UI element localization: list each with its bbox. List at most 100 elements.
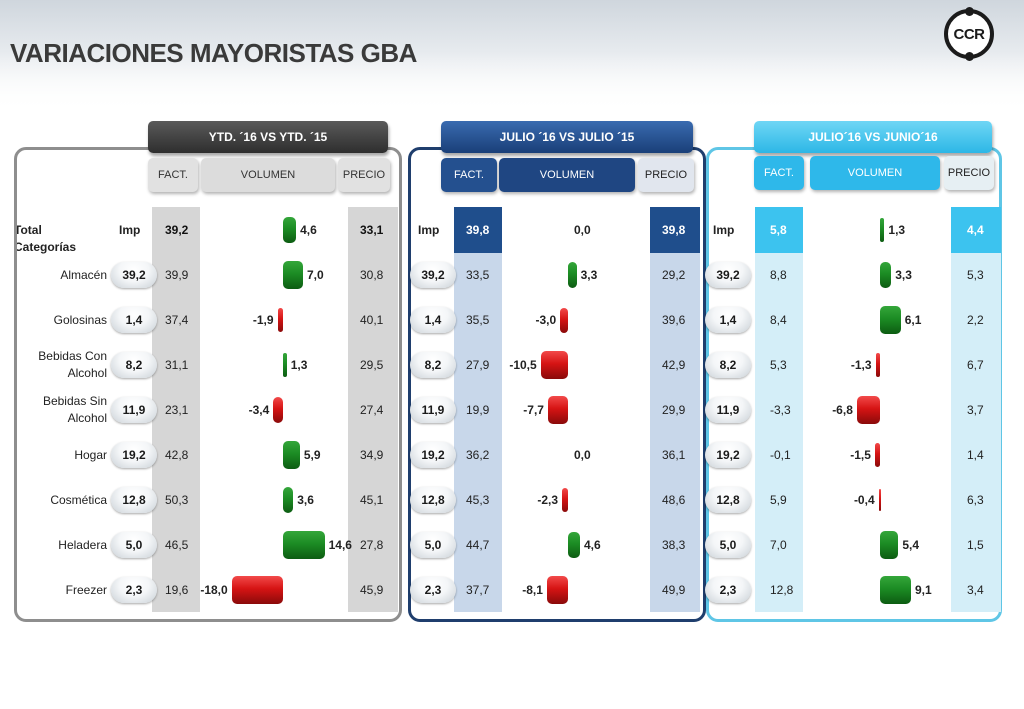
month-precio-value: 39,8 bbox=[662, 223, 686, 237]
ytd-fact-value: 42,8 bbox=[165, 448, 189, 462]
month-volumen-bar bbox=[562, 487, 568, 513]
prev-month-precio-value: 6,3 bbox=[967, 493, 984, 507]
prev-month-fact-header: FACT. bbox=[754, 156, 804, 190]
month-volumen-bar bbox=[546, 576, 568, 604]
prev-month-volumen-bar bbox=[880, 306, 901, 334]
month-fact-header: FACT. bbox=[441, 158, 497, 192]
prev-month-fact-value: 12,8 bbox=[770, 583, 794, 597]
prev-month-volumen-label: -1,3 bbox=[850, 358, 872, 372]
prev-month-total-precio-cell bbox=[951, 207, 1001, 253]
ytd-panel-title: YTD. ´16 VS YTD. ´15 bbox=[148, 121, 388, 153]
ytd-total-precio-cell bbox=[348, 207, 398, 253]
ytd-precio-value: 29,5 bbox=[360, 358, 384, 372]
month-fact-value: 45,3 bbox=[466, 493, 490, 507]
ytd-imp-pill: 5,0 bbox=[111, 532, 157, 558]
month-imp-pill: 19,2 bbox=[410, 442, 456, 468]
ytd-precio-value: 40,1 bbox=[360, 313, 384, 327]
prev-month-volumen-bar bbox=[874, 443, 880, 467]
ytd-volumen-bar bbox=[283, 216, 297, 244]
month-volumen-label: 0,0 bbox=[574, 223, 591, 237]
prev-month-volumen-bar bbox=[880, 262, 892, 288]
prev-month-precio-value: 5,3 bbox=[967, 268, 984, 282]
category-label: Freezer bbox=[65, 583, 107, 597]
month-imp-pill: 5,0 bbox=[410, 532, 456, 558]
month-imp-pill: 11,9 bbox=[410, 397, 456, 423]
category-label: Bebidas Sin Alcohol bbox=[42, 394, 107, 425]
month-precio-value: 42,9 bbox=[662, 358, 686, 372]
month-volumen-bar bbox=[568, 531, 580, 559]
month-precio-value: 29,2 bbox=[662, 268, 686, 282]
ytd-total-fact-cell bbox=[152, 207, 200, 253]
ytd-fact-value: 46,5 bbox=[165, 538, 189, 552]
ytd-volumen-label: 5,9 bbox=[303, 448, 321, 462]
prev-month-panel-title: JULIO´16 VS JUNIO´16 bbox=[754, 121, 992, 153]
prev-month-volumen-label: 3,3 bbox=[895, 268, 912, 282]
month-volumen-label: 4,6 bbox=[583, 538, 601, 552]
category-label: Golosinas bbox=[53, 313, 107, 327]
prev-month-imp-header: Imp bbox=[713, 223, 735, 237]
prev-month-precio-value: 6,7 bbox=[967, 358, 984, 372]
month-panel-title: JULIO ´16 VS JULIO ´15 bbox=[441, 121, 693, 153]
month-imp-pill: 2,3 bbox=[410, 577, 456, 603]
prev-month-fact-value: 8,4 bbox=[770, 313, 787, 327]
ytd-precio-value: 45,1 bbox=[360, 493, 384, 507]
ytd-precio-value: 34,9 bbox=[360, 448, 384, 462]
prev-month-fact-value: 5,3 bbox=[770, 358, 787, 372]
ytd-fact-column bbox=[152, 207, 200, 612]
prev-month-fact-column bbox=[755, 207, 803, 612]
ytd-imp-pill: 2,3 bbox=[111, 577, 157, 603]
ytd-volumen-label: 4,6 bbox=[300, 223, 317, 237]
ccr-logo: CCR bbox=[944, 7, 994, 61]
prev-month-volumen-label: -1,5 bbox=[850, 448, 871, 462]
month-fact-column bbox=[454, 207, 502, 612]
month-imp-pill: 8,2 bbox=[410, 352, 456, 378]
month-fact-value: 36,2 bbox=[466, 448, 490, 462]
ytd-volumen-header: VOLUMEN bbox=[201, 158, 335, 192]
prev-month-imp-pill: 1,4 bbox=[705, 307, 751, 333]
prev-month-fact-value: 5,9 bbox=[770, 493, 787, 507]
prev-month-fact-value: 5,8 bbox=[770, 223, 787, 237]
ytd-volumen-label: 7,0 bbox=[306, 268, 324, 282]
prev-month-volumen-bar bbox=[880, 218, 885, 242]
ytd-fact-header: FACT. bbox=[148, 158, 198, 192]
month-imp-pill: 12,8 bbox=[410, 487, 456, 513]
prev-month-volumen-label: 1,3 bbox=[888, 223, 906, 237]
month-fact-value: 39,8 bbox=[466, 223, 490, 237]
ytd-volumen-label: 1,3 bbox=[290, 358, 308, 372]
ytd-fact-value: 39,2 bbox=[165, 223, 189, 237]
prev-month-precio-value: 3,7 bbox=[967, 403, 984, 417]
prev-month-fact-value: -0,1 bbox=[770, 448, 791, 462]
prev-month-precio-value: 3,4 bbox=[967, 583, 984, 597]
month-precio-value: 49,9 bbox=[662, 583, 686, 597]
month-fact-value: 44,7 bbox=[466, 538, 490, 552]
month-volumen-label: 3,3 bbox=[580, 268, 598, 282]
month-total-precio-cell bbox=[650, 207, 700, 253]
ytd-volumen-label: -1,9 bbox=[252, 313, 274, 327]
month-precio-value: 29,9 bbox=[662, 403, 686, 417]
ytd-fact-value: 23,1 bbox=[165, 403, 189, 417]
month-precio-value: 48,6 bbox=[662, 493, 686, 507]
prev-month-fact-value: 8,8 bbox=[770, 268, 787, 282]
month-volumen-bar bbox=[540, 351, 568, 379]
month-volumen-label: 0,0 bbox=[574, 448, 591, 462]
month-volumen-label: -8,1 bbox=[522, 583, 543, 597]
prev-month-volumen-label: 5,4 bbox=[902, 538, 920, 552]
ytd-precio-value: 45,9 bbox=[360, 583, 384, 597]
prev-month-fact-value: -3,3 bbox=[770, 403, 791, 417]
prev-month-imp-pill: 39,2 bbox=[705, 262, 751, 288]
ytd-precio-value: 30,8 bbox=[360, 268, 384, 282]
month-precio-value: 38,3 bbox=[662, 538, 686, 552]
ytd-volumen-bar bbox=[277, 308, 283, 332]
ytd-precio-header: PRECIO bbox=[338, 158, 390, 192]
prev-month-imp-pill: 12,8 bbox=[705, 487, 751, 513]
prev-month-imp-pill: 19,2 bbox=[705, 442, 751, 468]
ytd-volumen-label: 14,6 bbox=[328, 538, 352, 552]
prev-month-volumen-label: -6,8 bbox=[832, 403, 853, 417]
logo-text: CCR bbox=[953, 25, 986, 43]
ytd-fact-value: 50,3 bbox=[165, 493, 189, 507]
month-fact-value: 33,5 bbox=[466, 268, 490, 282]
ytd-precio-column bbox=[348, 207, 398, 612]
ytd-volumen-bar bbox=[283, 261, 303, 289]
ytd-fact-value: 39,9 bbox=[165, 268, 189, 282]
month-precio-value: 36,1 bbox=[662, 448, 686, 462]
